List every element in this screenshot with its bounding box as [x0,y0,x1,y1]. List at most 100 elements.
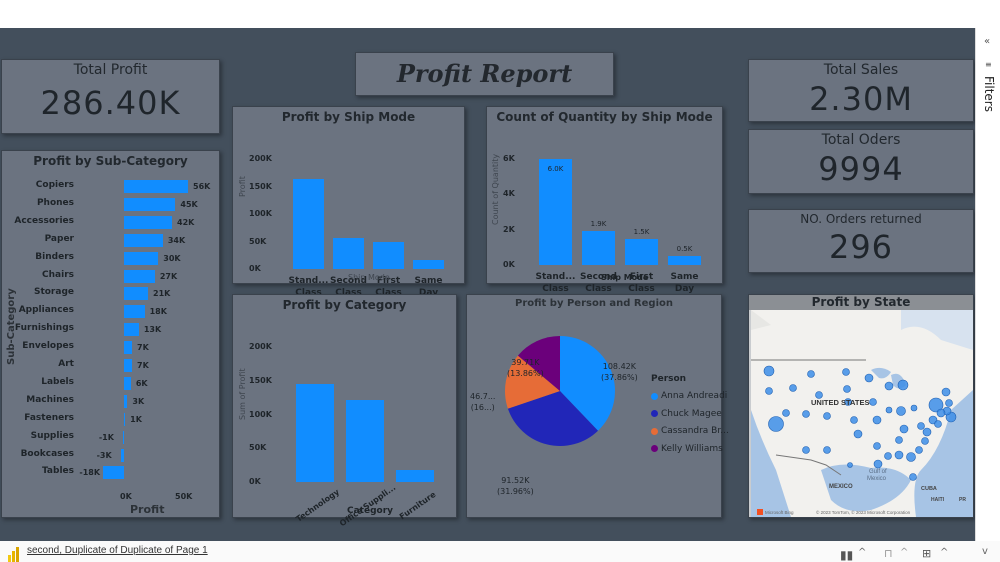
legend-item[interactable]: Cassandra Br... [651,426,729,436]
state-bubble[interactable] [768,416,784,432]
bar[interactable] [124,215,172,229]
state-bubble[interactable] [897,379,909,391]
state-bubble[interactable] [941,387,951,397]
state-bubble[interactable] [853,429,863,439]
state-bubble[interactable] [807,370,815,378]
pie-slice[interactable] [507,391,599,446]
state-bubble[interactable] [802,410,810,418]
state-bubble[interactable] [844,398,852,406]
bar[interactable] [396,469,434,482]
bar[interactable] [120,448,124,462]
page-view-icon[interactable]: ⊞ [922,547,932,560]
bar[interactable] [413,260,444,269]
state-bubble[interactable] [864,373,874,383]
state-bubble[interactable] [843,385,851,393]
state-bubble[interactable] [765,387,773,395]
state-bubble[interactable] [823,446,831,454]
state-bubble[interactable] [915,446,923,454]
state-bubble[interactable] [945,399,953,407]
state-bubble[interactable] [847,462,853,468]
bar[interactable] [124,305,145,319]
state-bubble[interactable] [763,365,775,377]
bar[interactable] [124,376,131,390]
bar[interactable] [346,399,384,482]
kpi-card-total-orders[interactable]: Total Oders 9994 [748,129,974,194]
state-bubble[interactable] [885,406,893,414]
state-bubble[interactable] [884,381,894,391]
kpi-card-total-profit[interactable]: Total Profit 286.40K [1,59,220,134]
bar[interactable] [124,359,132,372]
bar[interactable] [124,341,132,355]
state-bubble[interactable] [894,450,904,460]
state-bubble[interactable] [873,459,883,469]
pie-slice[interactable] [560,336,615,431]
map-visual[interactable]: UNITED STATES Gulf of Mexico MEXICO CUBA… [751,310,973,517]
chart-profit-by-ship-mode[interactable]: Profit by Ship Mode Profit 200K 150K 100K 5… [232,106,465,298]
state-bubble[interactable] [909,473,917,481]
state-bubble[interactable] [782,409,790,417]
kpi-card-total-sales[interactable]: Total Sales 2.30M [748,59,974,122]
bar[interactable] [124,180,188,193]
legend-item[interactable]: Kelly Williams [651,444,723,454]
bookmark-icon[interactable]: ⊓ [884,547,893,560]
state-bubble[interactable] [872,415,882,425]
state-bubble[interactable] [802,446,810,454]
bar[interactable] [124,412,126,426]
collapse-filters-icon[interactable]: « [984,36,991,47]
kpi-card-orders-returned[interactable]: NO. Orders returned 296 [748,209,974,273]
filters-pane[interactable]: « ≡ Filters [975,28,1000,541]
chevron-up-icon[interactable]: ^ [858,547,867,558]
state-bubble[interactable] [936,408,946,418]
legend-item[interactable]: Anna Andreadi [651,391,727,401]
chart-count-quantity-by-ship-mode[interactable]: Count of Quantity by Ship Mode Count of … [486,106,723,294]
bar-chart-icon[interactable]: ▮▮ [840,548,854,562]
bar[interactable] [625,238,658,265]
state-bubble[interactable] [921,437,929,445]
state-bubble[interactable] [934,420,942,428]
chevron-up-icon[interactable]: ^ [940,547,949,558]
state-bubble[interactable] [884,452,892,460]
state-bubble[interactable] [899,424,909,434]
bar[interactable] [124,233,163,247]
state-bubble[interactable] [789,384,797,392]
chart-profit-by-state[interactable]: Profit by State UNITED STATES Gulf of Me… [748,294,974,518]
pie-slice[interactable] [517,336,560,391]
bar[interactable] [124,323,139,337]
state-bubble[interactable] [873,442,881,450]
chart-profit-by-person-region[interactable]: Profit by Person and Region 108.42K (37.8… [466,294,729,519]
state-bubble[interactable] [815,391,823,399]
bar[interactable] [582,231,615,265]
filters-label[interactable]: Filters [982,76,996,112]
state-bubble[interactable] [895,436,903,444]
bar[interactable] [373,242,404,269]
bar[interactable] [122,430,124,444]
chevron-down-icon[interactable]: v [982,546,988,557]
chevron-up-icon[interactable]: ^ [900,547,909,558]
bar[interactable] [333,237,364,269]
bar[interactable] [668,256,701,265]
bar[interactable] [103,466,124,480]
state-bubble[interactable] [928,397,944,413]
state-bubble[interactable] [896,406,906,416]
state-bubble[interactable] [910,404,918,412]
chart-profit-by-subcategory[interactable]: Profit by Sub-Category Sub-Category Copi… [1,150,220,518]
bar[interactable] [124,394,128,408]
bar[interactable] [296,384,334,482]
state-bubble[interactable] [906,452,916,462]
pie-slice[interactable] [505,355,560,409]
state-bubble[interactable] [922,427,932,437]
state-bubble[interactable] [869,398,877,406]
chart-profit-by-category[interactable]: Profit by Category Sum of Profit 200K 150… [232,294,457,528]
bar[interactable] [124,269,155,283]
legend-item[interactable]: Chuck Magee [651,409,722,419]
bar[interactable] [124,251,159,265]
page-link[interactable]: second, Duplicate of Duplicate of Page 1 [27,545,208,556]
state-bubble[interactable] [823,412,831,420]
state-bubble[interactable] [917,422,925,430]
pie-chart[interactable] [467,295,723,519]
state-bubble[interactable] [842,368,850,376]
bar[interactable] [124,287,148,301]
state-bubble[interactable] [850,416,858,424]
bar[interactable] [293,178,324,269]
bar[interactable] [539,159,572,265]
